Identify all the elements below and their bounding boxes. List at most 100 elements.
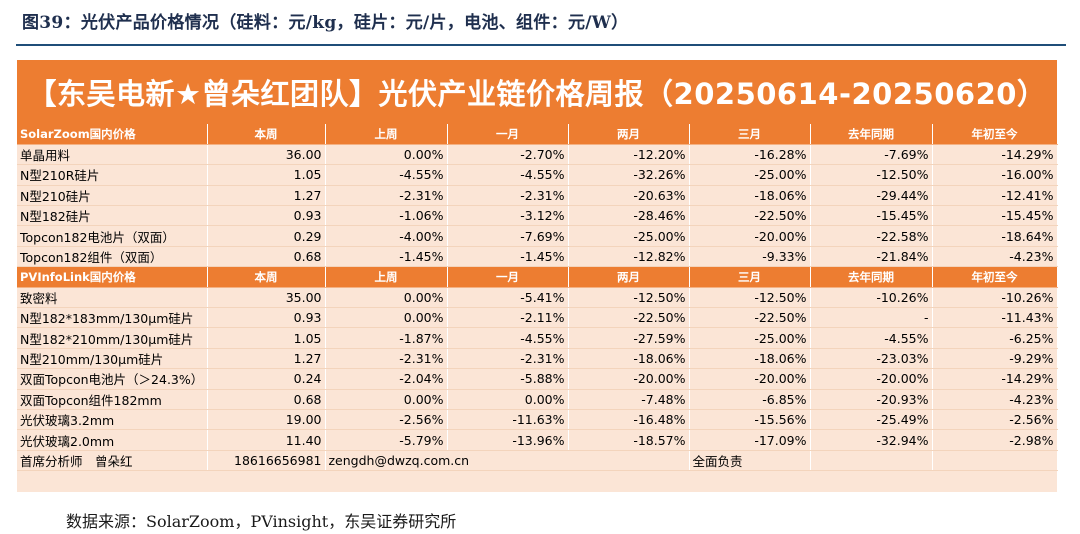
value-cell: -25.49% [810, 409, 933, 431]
value-cell: -6.25% [932, 327, 1058, 349]
value-cell: -15.45% [932, 205, 1058, 227]
value-cell: 1.27 [207, 185, 326, 207]
column-header: 本周 [207, 266, 326, 288]
report-banner: 【东吴电新★曾朵红团队】光伏产业链价格周报（20250614-20250620） [17, 60, 1057, 124]
value-cell: 0.93 [207, 307, 326, 329]
value-cell: -25.00% [568, 225, 690, 247]
table-row: N型182*210mm/130μm硅片 1.05 -1.87% -4.55% -27.5… [17, 327, 1058, 349]
value-cell: -18.64% [932, 225, 1058, 247]
title-divider [16, 44, 1066, 46]
value-cell: -20.63% [568, 185, 690, 207]
value-cell: -9.29% [932, 348, 1058, 370]
value-cell: 1.05 [207, 164, 326, 186]
product-name-cell: Topcon182电池片（双面） [17, 225, 208, 247]
column-header: 上周 [325, 266, 448, 288]
table-row: 致密料 35.00 0.00% -5.41% -12.50% -12.50% -10.26%… [17, 287, 1058, 309]
value-cell: -2.56% [932, 409, 1058, 431]
value-cell: -5.79% [325, 429, 448, 451]
value-cell: -22.50% [568, 307, 690, 329]
value-cell: -7.48% [568, 389, 690, 410]
value-cell: 0.93 [207, 205, 326, 227]
table-row: 光伏玻璃3.2mm 19.00 -2.56% -11.63% -16.48% -15.56… [17, 409, 1058, 431]
column-header: 三月 [689, 266, 811, 288]
value-cell: -2.31% [447, 185, 569, 207]
value-cell: 0.00% [447, 389, 569, 410]
value-cell: 19.00 [207, 409, 326, 431]
value-cell: 0.00% [325, 144, 448, 166]
value-cell: -12.50% [810, 164, 933, 186]
value-cell: -12.50% [689, 287, 811, 309]
value-cell: -4.00% [325, 225, 448, 247]
value-cell: -12.41% [932, 185, 1058, 207]
value-cell: -6.85% [689, 389, 811, 410]
product-name-cell: N型182*183mm/130μm硅片 [17, 307, 208, 329]
value-cell: -2.04% [325, 368, 448, 390]
value-cell: -2.31% [325, 185, 448, 207]
value-cell: -16.28% [689, 144, 811, 166]
value-cell: -16.00% [932, 164, 1058, 186]
price-table: SolarZoom国内价格 本周 上周 一月 两月 三月 去年同期 年初至今 单晶用料 36.00… [17, 124, 1058, 472]
table-row: N型182*183mm/130μm硅片 0.93 0.00% -2.11% -22.50… [17, 307, 1058, 329]
value-cell: -20.00% [689, 225, 811, 247]
value-cell: -25.00% [689, 164, 811, 186]
product-name-cell: 致密料 [17, 287, 208, 309]
value-cell: -2.70% [447, 144, 569, 166]
value-cell: -16.48% [568, 409, 690, 431]
value-cell: -11.43% [932, 307, 1058, 329]
value-cell: 0.00% [325, 307, 448, 329]
product-name-cell: 单晶用料 [17, 144, 208, 166]
column-header: 一月 [447, 124, 569, 145]
column-header: 去年同期 [810, 266, 933, 288]
column-header: 去年同期 [810, 124, 933, 145]
figure-title: 图39：光伏产品价格情况（硅料：元/kg，硅片：元/片，电池、组件：元/W） [22, 13, 629, 33]
table-row: N型210R硅片 1.05 -4.55% -4.55% -32.26% -25.00% -1… [17, 164, 1058, 186]
value-cell: -13.96% [447, 429, 569, 451]
column-header: 年初至今 [932, 266, 1058, 288]
section-label: PVInfoLink国内价格 [17, 266, 208, 288]
price-report-panel: 【东吴电新★曾朵红团队】光伏产业链价格周报（20250614-20250620）… [17, 60, 1058, 492]
value-cell: -15.45% [810, 205, 933, 227]
column-header: 三月 [689, 124, 811, 145]
value-cell: 0.68 [207, 246, 326, 268]
product-name-cell: Topcon182组件（双面） [17, 246, 208, 268]
value-cell: -12.20% [568, 144, 690, 166]
value-cell: -1.06% [325, 205, 448, 227]
table-row: 双面Topcon组件182mm 0.68 0.00% 0.00% -7.48% -6.85… [17, 389, 1058, 410]
section-header-row: PVInfoLink国内价格 本周 上周 一月 两月 三月 去年同期 年初至今 [17, 266, 1058, 288]
product-name-cell: N型210R硅片 [17, 164, 208, 186]
responsibility-note: 全面负责 [689, 450, 811, 472]
value-cell: -18.06% [568, 348, 690, 370]
value-cell: -14.29% [932, 144, 1058, 166]
value-cell: -4.55% [325, 164, 448, 186]
section-header-row: SolarZoom国内价格 本周 上周 一月 两月 三月 去年同期 年初至今 [17, 124, 1058, 145]
value-cell: -21.84% [810, 246, 933, 268]
value-cell: -20.00% [689, 368, 811, 390]
value-cell: 35.00 [207, 287, 326, 309]
value-cell: -32.94% [810, 429, 933, 451]
table-row: N型210硅片 1.27 -2.31% -2.31% -20.63% -18.06% -29… [17, 185, 1058, 207]
product-name-cell: N型210mm/130μm硅片 [17, 348, 208, 370]
value-cell: -2.11% [447, 307, 569, 329]
value-cell: -4.23% [932, 389, 1058, 410]
value-cell: -28.46% [568, 205, 690, 227]
table-row: Topcon182电池片（双面） 0.29 -4.00% -7.69% -25.00% -… [17, 225, 1058, 247]
value-cell: -9.33% [689, 246, 811, 268]
section-label: SolarZoom国内价格 [17, 124, 208, 145]
value-cell: -29.44% [810, 185, 933, 207]
column-header: 两月 [568, 266, 690, 288]
column-header: 本周 [207, 124, 326, 145]
value-cell: -20.00% [810, 368, 933, 390]
value-cell: -22.50% [689, 205, 811, 227]
value-cell: -5.41% [447, 287, 569, 309]
table-row: N型182硅片 0.93 -1.06% -3.12% -28.46% -22.50% -15… [17, 205, 1058, 227]
value-cell: -1.45% [447, 246, 569, 268]
value-cell: -3.12% [447, 205, 569, 227]
value-cell: 1.27 [207, 348, 326, 370]
column-header: 一月 [447, 266, 569, 288]
empty-cell [932, 450, 1058, 472]
column-header: 年初至今 [932, 124, 1058, 145]
table-row: Topcon182组件（双面） 0.68 -1.45% -1.45% -12.82% -9… [17, 246, 1058, 268]
value-cell: -27.59% [568, 327, 690, 349]
analyst-email: zengdh@dwzq.com.cn [325, 450, 690, 472]
value-cell: -11.63% [447, 409, 569, 431]
